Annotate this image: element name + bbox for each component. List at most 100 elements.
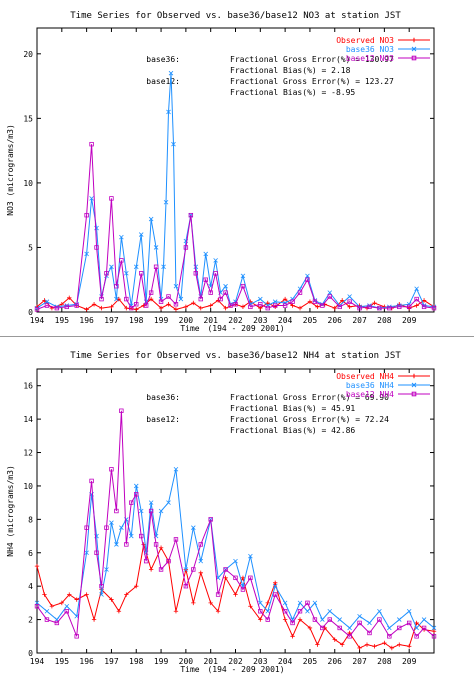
x-tick-label: 195	[55, 657, 70, 666]
y-tick-label: 14	[23, 415, 33, 424]
data-point	[320, 617, 325, 622]
data-point	[191, 525, 196, 530]
data-point	[421, 304, 427, 310]
data-point	[158, 567, 164, 572]
data-point	[64, 304, 69, 310]
data-point	[153, 542, 159, 547]
data-point	[215, 609, 221, 614]
data-point	[240, 304, 246, 310]
data-point	[367, 630, 372, 636]
x-tick-label: 194	[30, 657, 45, 666]
data-point	[168, 70, 174, 76]
data-point	[377, 608, 382, 614]
data-point	[273, 580, 278, 586]
data-point	[297, 617, 303, 622]
series-line-square	[36, 144, 435, 310]
x-tick-label: 203	[253, 657, 268, 666]
data-point	[203, 251, 209, 257]
data-point	[208, 303, 213, 308]
x-tick-label: 203	[253, 316, 268, 325]
data-point	[124, 305, 129, 311]
data-point	[406, 620, 412, 626]
y-tick-label: 4	[28, 582, 33, 591]
legend-label: base36 NO3	[346, 45, 394, 54]
data-point	[49, 604, 55, 609]
data-point	[139, 271, 144, 276]
data-point	[297, 609, 303, 614]
x-tick-label: 196	[79, 657, 94, 666]
data-point	[198, 296, 203, 302]
data-point	[109, 597, 114, 602]
y-tick-label: 15	[23, 114, 33, 123]
data-point	[223, 575, 228, 581]
data-point	[414, 634, 419, 639]
no3-chart: Time Series for Observed vs. base36/base…	[6, 11, 437, 333]
data-point	[223, 305, 228, 311]
data-point	[166, 109, 171, 115]
data-point	[84, 212, 89, 218]
data-point	[305, 608, 310, 614]
data-point	[233, 575, 238, 581]
legend-marker	[411, 46, 417, 52]
data-point	[171, 141, 176, 147]
data-point	[104, 271, 109, 276]
data-point	[148, 500, 154, 505]
data-point	[223, 290, 228, 295]
data-point	[297, 600, 303, 606]
data-point	[307, 625, 313, 631]
data-point	[198, 542, 203, 547]
x-tick-label: 205	[303, 316, 318, 325]
data-point	[89, 478, 94, 484]
data-point	[119, 408, 124, 413]
x-tick-label: 204	[278, 316, 293, 325]
data-point	[191, 567, 196, 572]
x-tick-label: 201	[203, 657, 218, 666]
data-point	[265, 300, 270, 306]
data-point	[357, 645, 362, 651]
data-point	[114, 542, 119, 547]
data-point	[84, 525, 89, 530]
data-point	[183, 304, 189, 310]
data-point	[414, 296, 419, 302]
data-point	[337, 625, 342, 631]
data-point	[166, 500, 171, 505]
data-point	[138, 232, 144, 237]
data-point	[119, 234, 124, 240]
data-point	[327, 294, 332, 299]
data-point	[233, 302, 238, 307]
x-tick-label: 202	[228, 657, 243, 666]
data-point	[307, 299, 313, 304]
data-point	[357, 613, 362, 619]
x-tick-label: 200	[179, 657, 194, 666]
data-point	[34, 305, 40, 311]
chart-title: Time Series for Observed vs. base36/base…	[70, 351, 401, 361]
data-point	[74, 634, 79, 639]
panel-separator	[0, 336, 474, 343]
legend-label: base36 NH4	[346, 381, 394, 390]
data-point	[387, 305, 392, 311]
data-point	[265, 600, 270, 606]
data-point	[258, 609, 263, 614]
data-point	[99, 305, 104, 311]
data-point	[134, 307, 139, 312]
data-point	[258, 600, 263, 606]
y-tick-label: 12	[23, 449, 33, 458]
data-point	[248, 553, 253, 559]
data-point	[347, 634, 352, 639]
data-point	[129, 305, 134, 311]
x-tick-label: 199	[154, 316, 169, 325]
data-point	[84, 307, 89, 312]
data-point	[312, 299, 318, 304]
data-point	[272, 592, 278, 597]
data-point	[258, 617, 263, 622]
data-point	[421, 625, 427, 631]
data-point	[290, 634, 295, 639]
data-point	[74, 597, 79, 602]
data-point	[148, 567, 154, 572]
data-point	[191, 300, 196, 306]
stats-line: Fractional Gross Error(%) = 72.24	[230, 415, 389, 424]
data-point	[332, 637, 337, 642]
data-point	[44, 303, 50, 308]
x-tick-label: 209	[402, 657, 417, 666]
legend-marker	[411, 382, 417, 388]
